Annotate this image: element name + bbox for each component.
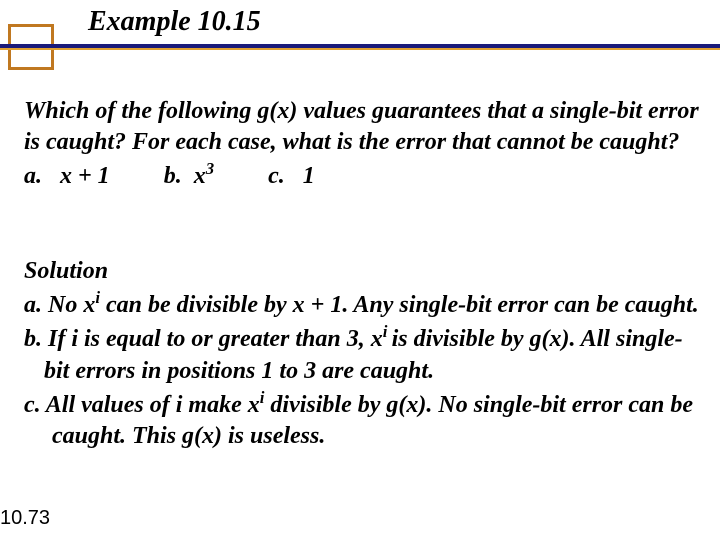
solution-a-post: can be divisible by x + 1. Any single-bi… xyxy=(100,292,699,318)
solution-a-pre: a. No x xyxy=(24,292,95,318)
option-b-base: x xyxy=(194,163,206,189)
slide-title: Example 10.15 xyxy=(88,6,261,38)
solution-b-sup: i xyxy=(383,322,392,341)
solution-b: b. If i is equal to or greater than 3, x… xyxy=(24,321,704,386)
option-b-sup: 3 xyxy=(206,159,214,178)
option-b: b. x3 xyxy=(164,158,214,192)
option-b-label: b. xyxy=(164,163,182,189)
solution-b-pre: b. If i is equal to or greater than 3, x xyxy=(24,326,383,352)
question-prompt: Which of the following g(x) values guara… xyxy=(24,96,704,158)
option-a-label: a. xyxy=(24,163,42,189)
option-c-value: 1 xyxy=(303,163,315,189)
solution-c: c. All values of i make xi divisible by … xyxy=(24,387,704,452)
page-number: 10.73 xyxy=(0,507,50,530)
option-a-value: x + 1 xyxy=(60,163,110,189)
solution-heading: Solution xyxy=(24,256,704,287)
title-underline-secondary xyxy=(0,48,720,50)
option-c: c. 1 xyxy=(268,161,315,192)
question-block: Which of the following g(x) values guara… xyxy=(24,96,704,193)
option-c-label: c. xyxy=(268,163,285,189)
question-options: a. x + 1 b. x3 c. 1 xyxy=(24,158,704,192)
solution-a: a. No xi can be divisible by x + 1. Any … xyxy=(24,287,704,321)
option-a: a. x + 1 xyxy=(24,161,110,192)
solution-c-pre: c. All values of i make x xyxy=(24,392,260,418)
solution-block: Solution a. No xi can be divisible by x … xyxy=(24,256,704,452)
